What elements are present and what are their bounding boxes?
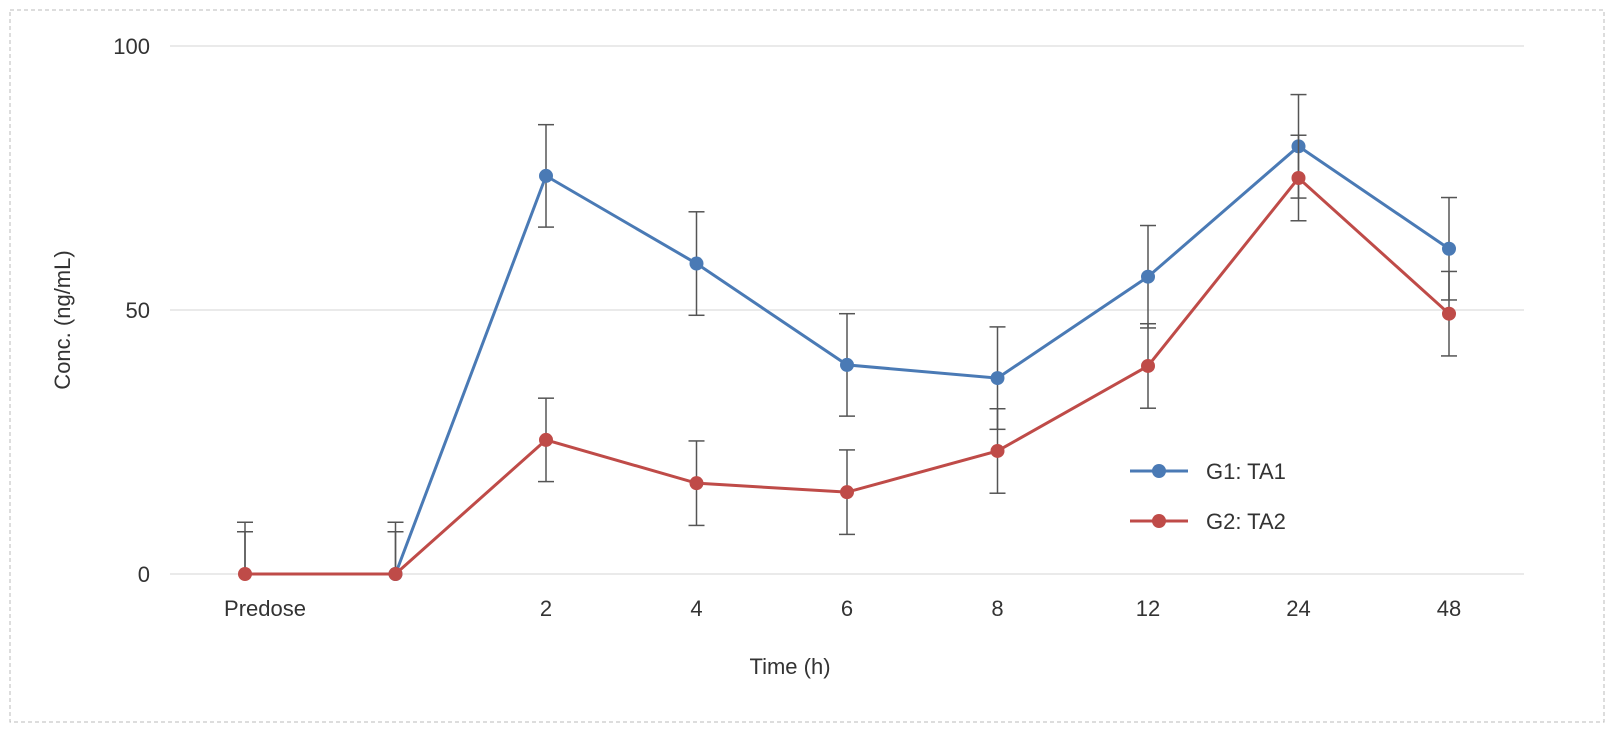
- data-point: [539, 432, 553, 447]
- data-point: [1141, 358, 1155, 373]
- data-point: [238, 567, 252, 581]
- x-tick-label: 8: [991, 596, 1003, 621]
- data-point: [689, 476, 704, 491]
- y-axis-label: Conc. (ng/mL): [50, 250, 75, 389]
- y-tick-label: 100: [113, 34, 150, 59]
- data-point: [388, 567, 403, 581]
- x-tick-label: 6: [841, 596, 853, 621]
- data-point: [1291, 171, 1306, 185]
- data-point: [1442, 241, 1456, 256]
- x-axis-label: Time (h): [749, 654, 830, 679]
- legend-marker: [1152, 514, 1166, 528]
- series-2: [237, 134, 1457, 581]
- x-tick-label: Predose: [224, 596, 306, 621]
- data-point: [689, 256, 704, 271]
- data-point: [539, 168, 553, 183]
- data-point: [1442, 306, 1456, 321]
- x-tick-label: 2: [540, 596, 552, 621]
- x-tick-label: 12: [1136, 596, 1160, 621]
- series-line: [394, 144, 1450, 575]
- data-point: [1141, 269, 1155, 284]
- chart-border: [9, 9, 1605, 723]
- x-tick-label: 24: [1286, 596, 1310, 621]
- legend-label: G2: TA2: [1206, 509, 1286, 534]
- data-point: [990, 371, 1005, 386]
- x-tick-label: 48: [1437, 596, 1461, 621]
- legend-label: G1: TA1: [1206, 459, 1286, 484]
- x-tick-label: 4: [690, 596, 702, 621]
- data-point: [990, 443, 1005, 458]
- y-tick-label: 0: [138, 562, 150, 587]
- data-point: [840, 485, 854, 500]
- data-point: [840, 357, 854, 372]
- series-1: [237, 93, 1457, 581]
- y-tick-label: 50: [126, 298, 150, 323]
- legend-marker: [1152, 464, 1166, 478]
